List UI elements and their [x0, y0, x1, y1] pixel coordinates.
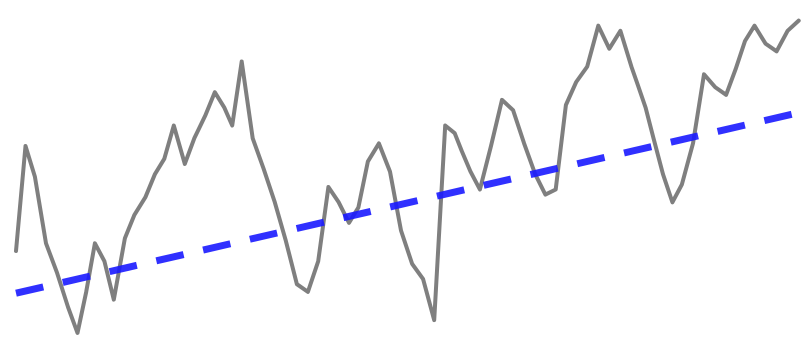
trend-line-series: [15, 109, 800, 297]
data-line-series: [14, 18, 801, 335]
series-layer: [14, 18, 801, 335]
